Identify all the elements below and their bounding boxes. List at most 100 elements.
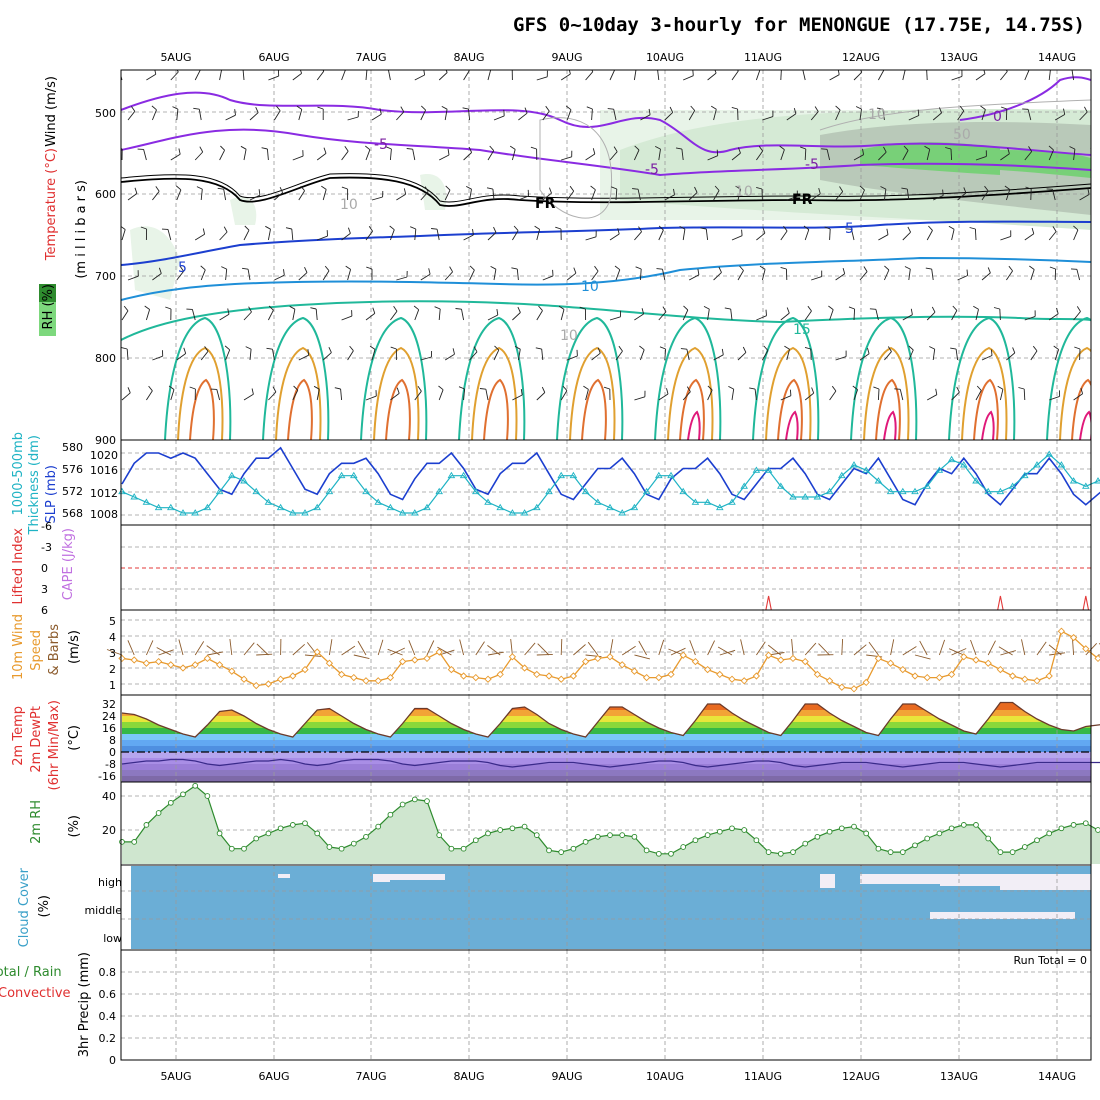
wind-barb-flag [759,265,766,270]
rh-point [802,840,809,847]
contour-label-5-a: 5 [178,260,187,276]
wind-speed-point [899,665,907,674]
wind-speed-point [154,657,163,666]
wind-barb [981,109,986,121]
surface-wind-barb [353,654,370,660]
wind-barb [609,233,620,241]
rh-point [180,791,186,798]
surface-wind-barb [914,654,931,660]
rh-point [375,823,382,830]
wind-barb-flag [942,189,944,196]
wind-barb [512,230,519,241]
rh-point [912,842,918,849]
surface-wind-barb [1036,641,1047,656]
thickness-point [1082,482,1090,489]
wind-barb-flag [749,387,756,390]
high-cloud-bar [278,874,290,878]
wind-barb-flag [613,146,618,152]
surface-wind-barb [791,639,794,656]
temp-contour-25 [777,378,803,440]
wind-speed-point [1008,672,1017,680]
wind-barb [657,70,660,81]
thickness-axis-title-2: Thickness (dm) [27,435,42,535]
wind-barb-flag [417,386,422,392]
wind-barb [756,232,766,241]
wind-barb-flag [845,228,852,230]
wind-barb-flag [296,105,303,110]
wind-barb [682,391,691,401]
wind-barb [731,152,741,161]
surface-wind-barb [537,643,550,656]
wind-barb-flag [345,265,351,270]
wind-barb [194,70,201,81]
thickness-axis-title-1: 1000-500mb [11,432,26,516]
thickness-point [825,487,834,495]
millibars-axis-title: (m i l l i b a r s) [74,180,89,279]
wind-barb [347,269,352,281]
wind-barb [756,315,767,321]
wind-speed-point [740,677,748,685]
precip-tick-0.6: 0.6 [99,988,117,1001]
rh-point [533,832,540,838]
thickness-point [203,503,212,511]
rh-point [204,793,211,799]
wind-barb [266,148,269,161]
surface-wind-barb [426,640,435,656]
rh-point [985,835,992,842]
wind-barb-flag [634,145,640,151]
wind-barb-flag [155,186,160,192]
cloud-cover-fill [131,866,1091,949]
wind-barb-flag [283,269,285,276]
wind-barb [926,230,933,241]
wind-barb [292,73,302,81]
wind-barb [243,393,254,401]
wind-barb-flag [199,146,204,153]
thickness-point [996,487,1005,495]
thickness-point [740,482,748,489]
temp-contour-15-lobe [654,316,722,440]
wind-barb-flag [721,348,724,355]
wind-barb-flag [925,267,932,270]
temp-tick-16: 16 [102,722,116,735]
wind-barb [469,269,475,281]
wind-barb-flag [321,185,327,190]
surface-wind-barb [998,646,1013,656]
wind-barb-flag [244,225,250,231]
surface-wind-barb [951,648,967,656]
temperature-band [122,746,1091,752]
wind-barb-flag [227,308,230,315]
wind-barb [877,388,880,401]
wind-barb-flag [535,347,542,350]
rh-point [1082,820,1089,827]
wind-barb [298,272,308,281]
wind-barb [152,273,162,281]
thickness-point [581,487,590,495]
thickness-point [655,471,663,479]
wind-barb-flag [603,386,610,390]
temp-contour-25 [287,378,313,440]
wind-barb-flag [679,225,686,230]
surface-wind-barb [292,643,306,656]
top-date-label: 11AUG [744,51,782,64]
rh-point [241,845,247,852]
wind-barb [341,233,351,241]
wind-barb-flag [803,225,810,230]
wind-barb [560,309,565,321]
wind-barb [1079,194,1090,201]
wind-speed-point [520,664,529,672]
slp-tick-1016: 1016 [90,464,118,477]
wind-barb [194,151,204,161]
wind-barb-flag [372,307,376,314]
wind-barb-flag [489,145,495,151]
wind-barb-flag [928,225,933,231]
wind-speed-point [203,654,212,663]
wind-barb-flag [447,149,450,156]
wind-barb-flag [862,148,865,155]
wind-barb-flag [458,386,465,390]
wind-barb [517,349,521,361]
wind-barb-flag [565,105,572,111]
wind-barb [681,149,684,161]
wind-barb-flag [568,70,571,75]
li-tick-3: 3 [41,583,48,596]
thickness-point [337,471,346,479]
